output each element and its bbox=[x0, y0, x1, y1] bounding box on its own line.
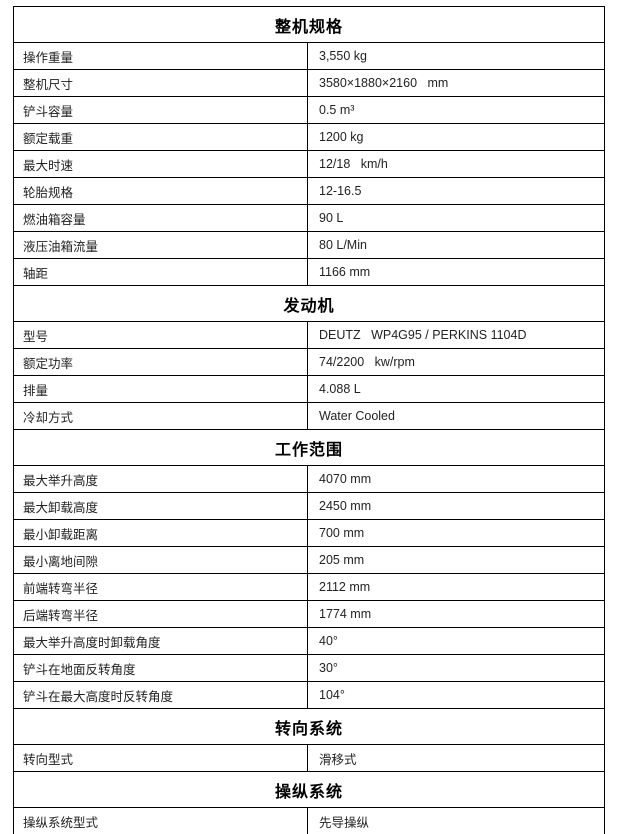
spec-value: 4070 mm bbox=[306, 465, 606, 493]
table-row: 额定载重 1200 kg bbox=[13, 123, 606, 151]
table-row: 前端转弯半径 2112 mm bbox=[13, 573, 606, 601]
spec-label: 燃油箱容量 bbox=[13, 204, 308, 232]
spec-value: 2450 mm bbox=[306, 492, 606, 520]
section-header-row: 整机规格 bbox=[12, 6, 606, 43]
spec-value: 90 L bbox=[306, 204, 606, 232]
spec-label: 最大时速 bbox=[13, 150, 308, 178]
spec-value: 0.5 m³ bbox=[306, 96, 606, 124]
spec-table-body: 整机规格 操作重量 3,550 kg 整机尺寸 3580×1880×2160 mm 铲斗容… bbox=[12, 6, 606, 834]
spec-value: 3580×1880×2160 mm bbox=[306, 69, 606, 97]
table-row: 排量 4.088 L bbox=[13, 375, 606, 403]
spec-label: 最小卸载距离 bbox=[13, 519, 308, 547]
spec-label: 前端转弯半径 bbox=[13, 573, 308, 601]
section-title: 操纵系统 bbox=[12, 771, 606, 808]
spec-label: 液压油箱流量 bbox=[13, 231, 308, 259]
table-row: 冷却方式 Water Cooled bbox=[13, 402, 606, 430]
table-row: 后端转弯半径 1774 mm bbox=[13, 600, 606, 628]
section-header-row: 转向系统 bbox=[12, 708, 606, 745]
spec-value: 74/2200 kw/rpm bbox=[306, 348, 606, 376]
spec-label: 排量 bbox=[13, 375, 308, 403]
table-row: 最小卸载距离 700 mm bbox=[13, 519, 606, 547]
spec-label: 后端转弯半径 bbox=[13, 600, 308, 628]
table-row: 最大举升高度 4070 mm bbox=[13, 465, 606, 493]
section-title: 整机规格 bbox=[12, 6, 606, 43]
spec-value: 1200 kg bbox=[306, 123, 606, 151]
section-header-row: 发动机 bbox=[12, 285, 606, 322]
spec-label: 额定载重 bbox=[13, 123, 308, 151]
spec-label: 整机尺寸 bbox=[13, 69, 308, 97]
table-row: 轮胎规格 12-16.5 bbox=[13, 177, 606, 205]
spec-value: 104° bbox=[306, 681, 606, 709]
spec-label: 操纵系统型式 bbox=[13, 807, 308, 834]
table-row: 铲斗在地面反转角度 30° bbox=[13, 654, 606, 682]
table-row: 型号 DEUTZ WP4G95 / PERKINS 1104D bbox=[13, 321, 606, 349]
table-row: 整机尺寸 3580×1880×2160 mm bbox=[13, 69, 606, 97]
spec-label: 额定功率 bbox=[13, 348, 308, 376]
spec-value: 4.088 L bbox=[306, 375, 606, 403]
table-row: 最大时速 12/18 km/h bbox=[13, 150, 606, 178]
spec-label: 轴距 bbox=[13, 258, 308, 286]
spec-value: 40° bbox=[306, 627, 606, 655]
spec-table: 整机规格 操作重量 3,550 kg 整机尺寸 3580×1880×2160 mm 铲斗容… bbox=[12, 6, 606, 834]
table-row: 最大卸载高度 2450 mm bbox=[13, 492, 606, 520]
spec-value: DEUTZ WP4G95 / PERKINS 1104D bbox=[306, 321, 606, 349]
spec-label: 操作重量 bbox=[13, 42, 308, 70]
spec-value: 30° bbox=[306, 654, 606, 682]
section-title: 工作范围 bbox=[12, 429, 606, 466]
table-row: 操作重量 3,550 kg bbox=[13, 42, 606, 70]
table-row: 铲斗容量 0.5 m³ bbox=[13, 96, 606, 124]
spec-value: 80 L/Min bbox=[306, 231, 606, 259]
section-header-row: 操纵系统 bbox=[12, 771, 606, 808]
section-title: 发动机 bbox=[12, 285, 606, 322]
spec-value: 1166 mm bbox=[306, 258, 606, 286]
spec-value: 先导操纵 bbox=[306, 807, 606, 834]
section-header-row: 工作范围 bbox=[12, 429, 606, 466]
spec-value: 700 mm bbox=[306, 519, 606, 547]
spec-value: 滑移式 bbox=[306, 744, 606, 772]
spec-label: 最大卸载高度 bbox=[13, 492, 308, 520]
table-row: 额定功率 74/2200 kw/rpm bbox=[13, 348, 606, 376]
spec-label: 转向型式 bbox=[13, 744, 308, 772]
table-row: 铲斗在最大高度时反转角度 104° bbox=[13, 681, 606, 709]
spec-label: 最小离地间隙 bbox=[13, 546, 308, 574]
table-row: 最大举升高度时卸载角度 40° bbox=[13, 627, 606, 655]
spec-value: 2112 mm bbox=[306, 573, 606, 601]
spec-label: 最大举升高度时卸载角度 bbox=[13, 627, 308, 655]
spec-label: 冷却方式 bbox=[13, 402, 308, 430]
spec-label: 铲斗在最大高度时反转角度 bbox=[13, 681, 308, 709]
table-row: 转向型式 滑移式 bbox=[13, 744, 606, 772]
spec-label: 铲斗容量 bbox=[13, 96, 308, 124]
spec-value: 205 mm bbox=[306, 546, 606, 574]
table-row: 液压油箱流量 80 L/Min bbox=[13, 231, 606, 259]
spec-value: 1774 mm bbox=[306, 600, 606, 628]
table-row: 燃油箱容量 90 L bbox=[13, 204, 606, 232]
table-row: 最小离地间隙 205 mm bbox=[13, 546, 606, 574]
spec-label: 铲斗在地面反转角度 bbox=[13, 654, 308, 682]
spec-label: 轮胎规格 bbox=[13, 177, 308, 205]
spec-value: 12-16.5 bbox=[306, 177, 606, 205]
table-row: 操纵系统型式 先导操纵 bbox=[13, 807, 606, 834]
spec-label: 最大举升高度 bbox=[13, 465, 308, 493]
table-row: 轴距 1166 mm bbox=[13, 258, 606, 286]
spec-value: 3,550 kg bbox=[306, 42, 606, 70]
spec-value: 12/18 km/h bbox=[306, 150, 606, 178]
spec-label: 型号 bbox=[13, 321, 308, 349]
spec-value: Water Cooled bbox=[306, 402, 606, 430]
section-title: 转向系统 bbox=[12, 708, 606, 745]
